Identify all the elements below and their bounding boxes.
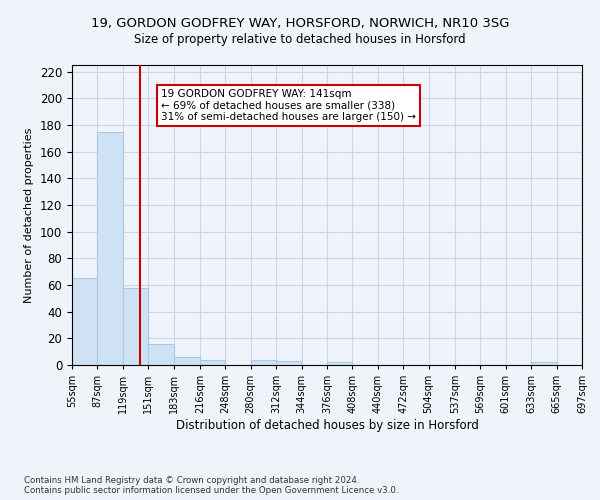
Text: 19 GORDON GODFREY WAY: 141sqm
← 69% of detached houses are smaller (338)
31% of : 19 GORDON GODFREY WAY: 141sqm ← 69% of d…	[161, 89, 416, 122]
Bar	[173, 357, 200, 365]
Bar	[276, 361, 302, 365]
Bar	[148, 344, 173, 365]
Bar	[327, 362, 352, 365]
Text: Size of property relative to detached houses in Horsford: Size of property relative to detached ho…	[134, 32, 466, 46]
Text: 19, GORDON GODFREY WAY, HORSFORD, NORWICH, NR10 3SG: 19, GORDON GODFREY WAY, HORSFORD, NORWIC…	[91, 18, 509, 30]
Text: Contains HM Land Registry data © Crown copyright and database right 2024.
Contai: Contains HM Land Registry data © Crown c…	[24, 476, 398, 495]
Bar	[123, 288, 148, 365]
X-axis label: Distribution of detached houses by size in Horsford: Distribution of detached houses by size …	[176, 419, 478, 432]
Bar	[97, 132, 123, 365]
Bar	[200, 360, 226, 365]
Bar	[72, 278, 97, 365]
Bar	[531, 362, 557, 365]
Bar	[251, 360, 276, 365]
Y-axis label: Number of detached properties: Number of detached properties	[25, 128, 34, 302]
